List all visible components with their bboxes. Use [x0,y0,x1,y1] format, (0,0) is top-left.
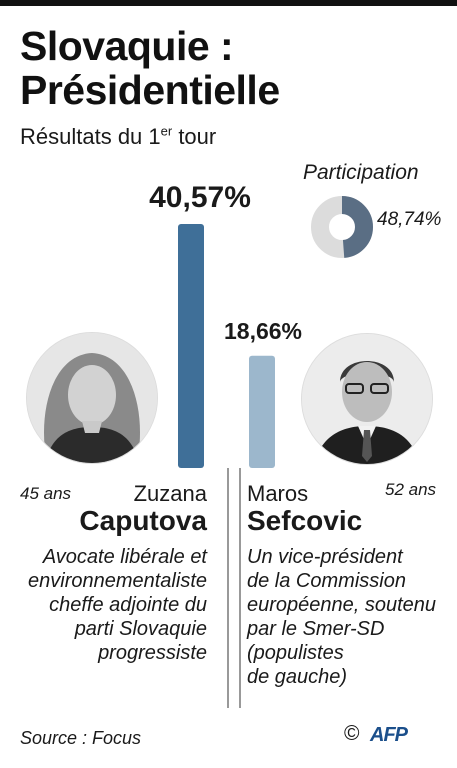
description-line: environnementaliste [28,570,207,592]
description-line: cheffe adjointe du [49,594,207,616]
top-rule [0,0,457,6]
chart-subtitle: Résultats du 1er tour [20,124,216,150]
title-line-1: Slovaquie : [20,23,234,69]
source-note: Source : Focus [20,728,142,748]
portrait-face [342,362,392,422]
bar-caputova [178,224,204,468]
description-line: Avocate libérale et [42,546,207,568]
portrait-shoulders [45,427,139,463]
portrait-glasses-left [345,383,364,394]
portrait-sefcovic-image [302,334,432,464]
description-line: parti Slovaquie [74,618,207,640]
portrait-sefcovic [301,333,433,465]
participation-label: Participation [303,161,419,184]
description-line: par le Smer-SD [247,618,385,640]
portrait-caputova-image [27,333,157,463]
afp-logo: AFP [370,724,408,746]
candidate-2-age: 52 ans [385,480,437,499]
description-line: (populistes [247,642,344,664]
copyright-symbol: © [344,722,360,745]
candidate-2-description: Un vice-président de la Commission europ… [247,545,457,689]
subtitle-text: Résultats du 1 [20,124,161,149]
candidate-2-first-name: Maros [247,481,309,506]
title-line-2: Présidentielle [20,67,280,113]
candidate-1-first-name: Zuzana [133,481,207,506]
portrait-tie [362,430,372,462]
description-line: progressiste [98,642,207,664]
column-divider [227,468,241,708]
participation-value: 48,74% [377,209,442,230]
participation-donut [311,196,373,258]
bar-value-label-caputova: 40,57% [149,181,251,214]
candidate-1-age: 45 ans [20,484,72,503]
chart-title: Slovaquie : Présidentielle [20,24,280,112]
bar-value-label-sefcovic: 18,66% [223,318,302,344]
subtitle-superscript: er [160,123,173,139]
bar-sefcovic [249,355,275,468]
description-line: Un vice-président [247,546,403,568]
description-line: de la Commission [247,570,406,592]
description-line: de gauche) [247,666,348,688]
donut-fill [311,196,373,258]
candidate-2-last-name: Sefcovic [247,505,363,536]
portrait-neck [82,421,102,433]
description-line: européenne, soutenu [247,594,437,616]
portrait-caputova [26,332,158,464]
subtitle-suffix: tour [172,124,217,149]
portrait-glasses-right [370,383,389,394]
candidate-1-last-name: Caputova [79,505,207,536]
portrait-face [68,365,116,425]
candidate-1-description: Avocate libérale et environnementaliste … [0,545,207,665]
